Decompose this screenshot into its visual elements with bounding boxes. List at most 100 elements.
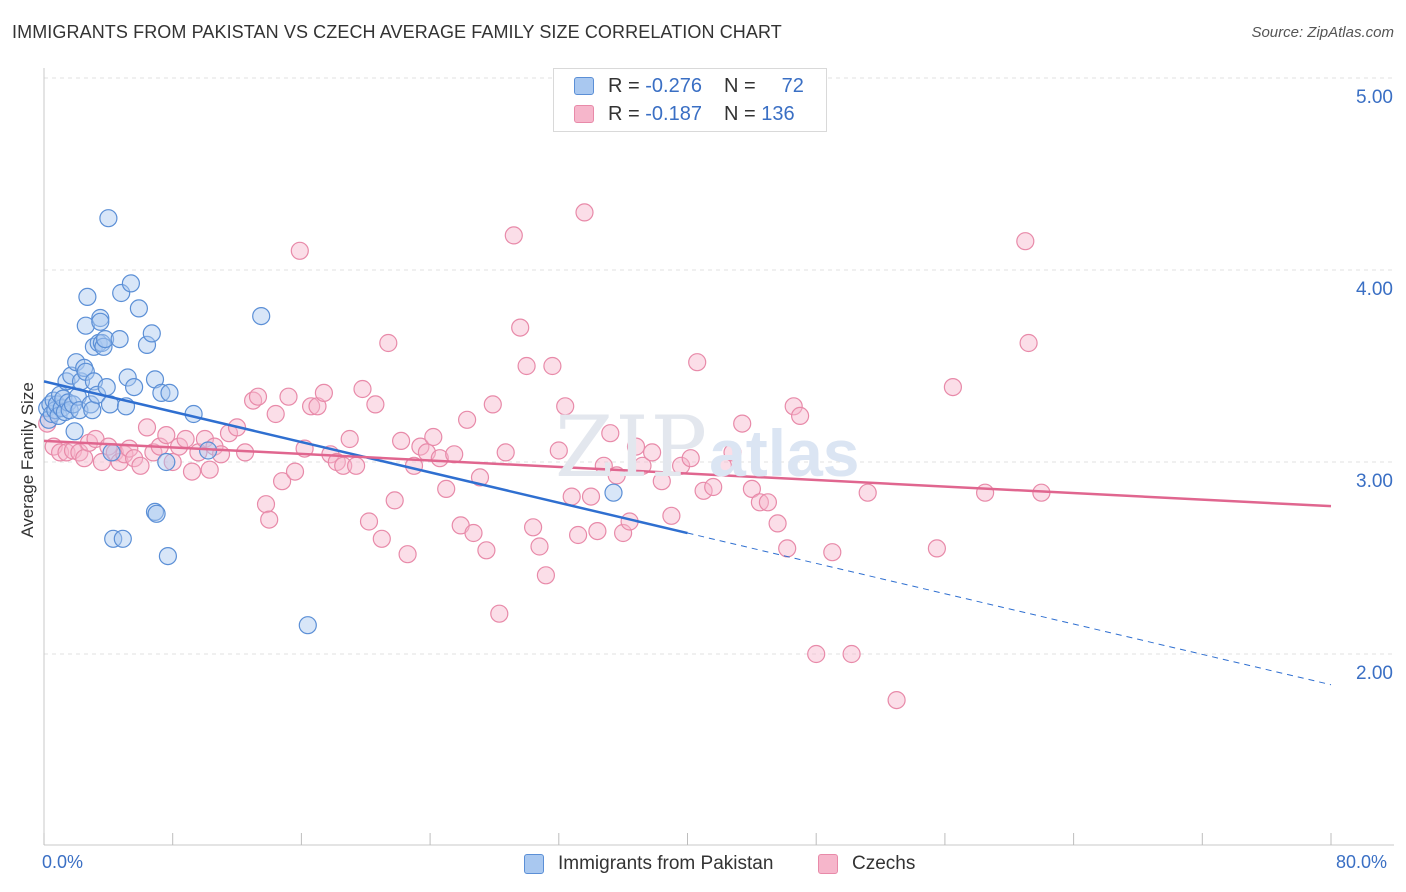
czech-point <box>543 356 562 376</box>
czech-point <box>75 449 94 468</box>
czech-point <box>681 449 700 468</box>
pakistan-point <box>83 401 102 420</box>
czech-point <box>784 397 803 416</box>
bottom-legend-pakistan: Immigrants from Pakistan <box>524 852 773 876</box>
bottom-legend-swatch-czech <box>818 854 838 874</box>
czech-point <box>125 449 144 468</box>
pakistan-points <box>38 209 623 635</box>
czech-point <box>662 506 681 525</box>
czech-point <box>496 443 515 462</box>
czech-point <box>290 241 309 260</box>
czech-point <box>1019 333 1038 353</box>
pakistan-point <box>91 312 110 331</box>
czech-point <box>517 356 536 376</box>
czech-point <box>57 443 76 462</box>
czech-point <box>490 604 509 623</box>
legend-swatch-czech <box>574 105 594 123</box>
pakistan-point <box>121 274 140 293</box>
czech-point <box>248 387 268 406</box>
czech-point <box>943 378 963 397</box>
legend-n-label: N = <box>723 74 756 97</box>
legend-r-value: -0.276 <box>645 74 702 97</box>
pakistan-point <box>94 337 113 356</box>
pakistan-point <box>252 307 271 326</box>
pakistan-point <box>125 378 144 397</box>
y-tick-label: 4.00 <box>1356 279 1393 300</box>
pakistan-point <box>137 335 157 354</box>
czech-point <box>1016 232 1035 251</box>
pakistan-point <box>97 378 116 397</box>
y-tick-label: 5.00 <box>1356 87 1393 108</box>
pakistan-trend-extension <box>687 532 1332 686</box>
trend-lines <box>43 380 1332 686</box>
correlation-legend: R = -0.276 N = 72 R = -0.187 N = 136 <box>553 68 827 132</box>
czech-point <box>385 491 404 510</box>
czech-point <box>790 406 810 425</box>
czech-point <box>398 545 417 564</box>
czech-point <box>511 318 530 337</box>
czech-point <box>256 495 276 514</box>
legend-swatch-pakistan <box>574 77 594 95</box>
czech-point <box>613 523 633 543</box>
legend-r-label: R = <box>608 74 640 97</box>
axes <box>43 68 1394 846</box>
czech-point <box>260 510 279 529</box>
pakistan-point <box>157 452 176 472</box>
czech-point <box>302 397 321 416</box>
y-tick-labels: 2.00 3.00 4.00 5.00 <box>1356 87 1393 684</box>
czech-point <box>688 353 707 372</box>
legend-r-value: -0.187 <box>645 102 702 125</box>
czech-point <box>758 493 778 512</box>
legend-r-label: R = <box>608 102 640 125</box>
czech-points <box>38 203 1051 710</box>
czech-point <box>733 414 752 433</box>
czech-point <box>778 539 797 558</box>
pakistan-point <box>70 401 89 420</box>
pakistan-point <box>99 209 118 228</box>
legend-n-value: 136 <box>761 102 795 125</box>
pakistan-point <box>39 410 58 429</box>
czech-point <box>163 452 182 472</box>
czech-point <box>477 541 496 560</box>
pakistan-point <box>102 443 121 462</box>
pakistan-point <box>129 299 148 318</box>
pakistan-point <box>147 504 166 523</box>
czech-point <box>858 483 877 502</box>
pakistan-point <box>104 529 123 548</box>
czech-point <box>137 418 157 437</box>
y-tick-label: 3.00 <box>1356 471 1393 492</box>
czech-point <box>182 462 202 481</box>
czech-point <box>458 410 477 429</box>
pakistan-point <box>142 324 161 343</box>
y-axis-title: Average Family Size <box>18 382 37 538</box>
czech-point <box>575 203 594 222</box>
czech-point <box>430 449 449 468</box>
czech-point <box>694 481 713 500</box>
x-tick-label-min: 0.0% <box>42 852 84 872</box>
czech-point <box>723 443 742 462</box>
x-tick-label-max: 80.0% <box>1336 852 1388 872</box>
czech-point <box>273 472 292 491</box>
czech-point <box>353 379 372 399</box>
czech-point <box>588 521 607 541</box>
watermark-zip: ZIP <box>555 398 710 496</box>
czech-point <box>807 644 826 664</box>
czech-point <box>366 395 385 414</box>
czech-point <box>523 518 543 537</box>
czech-point <box>379 333 398 353</box>
pakistan-point <box>113 529 132 548</box>
pakistan-point <box>118 368 137 387</box>
czech-point <box>359 512 379 531</box>
legend-row-czech: R = -0.187 N = 136 <box>574 101 795 127</box>
pakistan-point <box>95 330 115 349</box>
pakistan-point <box>158 546 177 566</box>
czech-point <box>975 483 995 502</box>
czech-point <box>157 426 176 445</box>
czech-point <box>568 525 588 545</box>
bottom-legend-czech: Czechs <box>818 852 915 876</box>
czech-point <box>530 537 549 556</box>
czech-point <box>470 468 490 487</box>
czech-point <box>768 514 787 533</box>
czech-point <box>842 644 861 664</box>
